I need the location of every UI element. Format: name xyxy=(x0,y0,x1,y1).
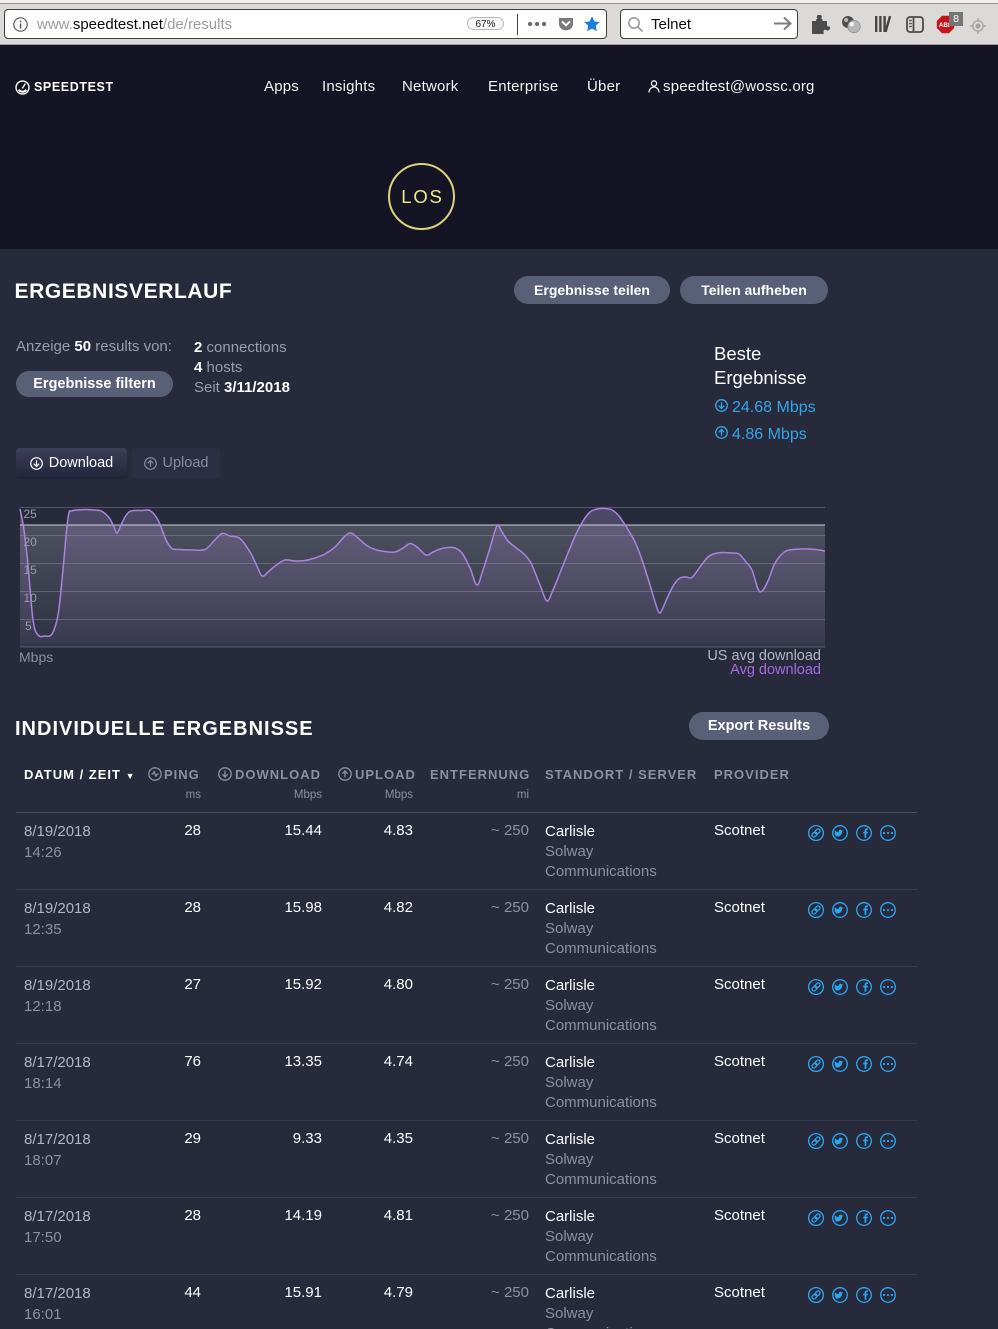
svg-text:20: 20 xyxy=(24,535,38,549)
svg-text:15: 15 xyxy=(24,563,38,577)
svg-text:25: 25 xyxy=(24,507,38,521)
svg-text:5: 5 xyxy=(25,619,32,633)
svg-text:10: 10 xyxy=(24,591,38,605)
svg-text:ABP: ABP xyxy=(939,22,952,29)
